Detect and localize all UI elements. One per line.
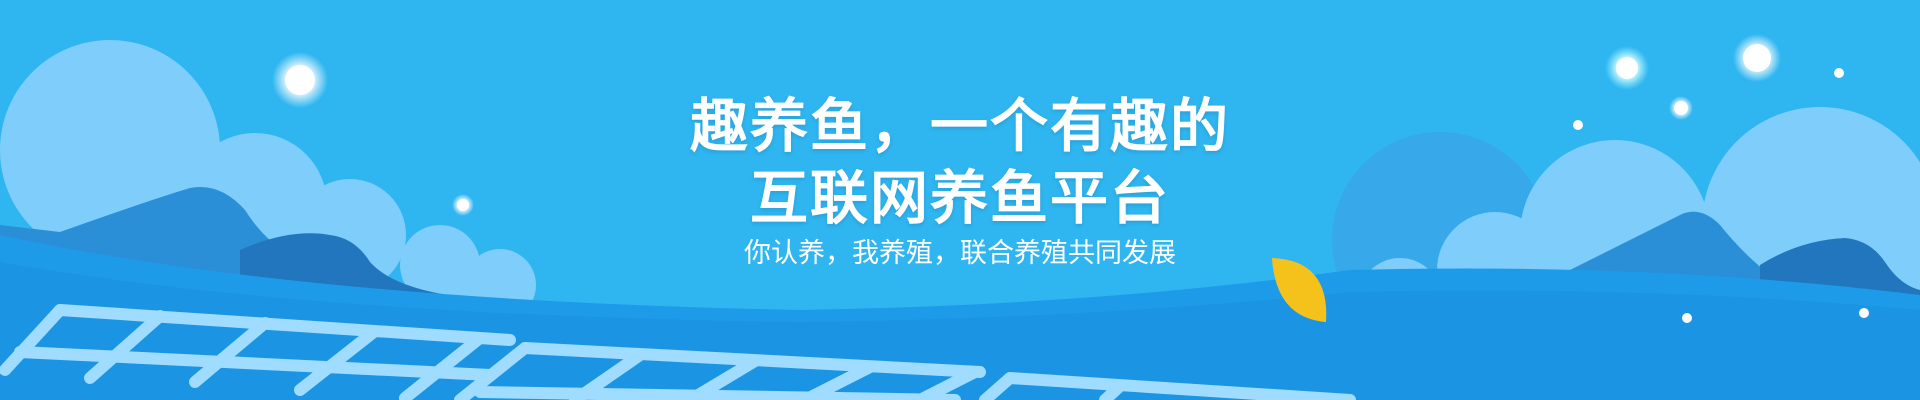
- star-icon: [272, 34, 1869, 323]
- fishing-net-icon: [0, 304, 1356, 400]
- headline-line-1: 趣养鱼，一个有趣的: [689, 92, 1230, 160]
- subheadline: 你认养，我养殖，联合养殖共同发展: [744, 238, 1176, 269]
- headline-line-2: 互联网养鱼平台: [749, 164, 1170, 232]
- leaf-icon: [1272, 258, 1327, 322]
- headline: 趣养鱼，一个有趣的 互联网养鱼平台: [560, 90, 1360, 234]
